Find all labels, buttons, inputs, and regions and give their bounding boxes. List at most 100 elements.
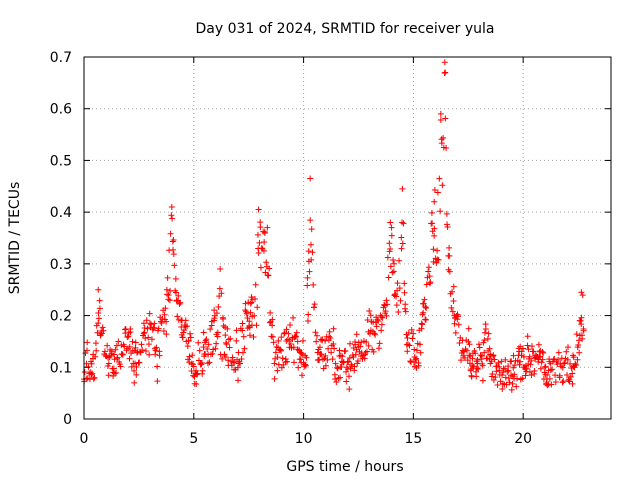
- data-point: [429, 220, 436, 227]
- data-point: [337, 352, 344, 359]
- data-point: [425, 268, 432, 275]
- data-point: [272, 349, 279, 356]
- data-point: [401, 280, 408, 287]
- data-point: [229, 354, 236, 361]
- data-point: [338, 363, 345, 370]
- data-point: [444, 224, 451, 231]
- data-point: [478, 356, 485, 363]
- data-point: [84, 339, 91, 346]
- data-point: [570, 354, 577, 361]
- data-point: [481, 329, 488, 336]
- data-point: [163, 331, 170, 338]
- data-point: [469, 362, 476, 369]
- data-point: [428, 209, 435, 216]
- data-point: [398, 234, 405, 241]
- chart-title: Day 031 of 2024, SRMTID for receiver yul…: [195, 21, 494, 37]
- data-point: [383, 297, 390, 304]
- data-point: [265, 272, 272, 279]
- data-point: [199, 367, 206, 374]
- data-point: [319, 356, 326, 363]
- data-point: [395, 308, 402, 315]
- data-point: [440, 134, 447, 141]
- data-point: [357, 343, 364, 350]
- data-point: [383, 312, 390, 319]
- data-point: [387, 245, 394, 252]
- data-point: [230, 359, 237, 366]
- data-point: [510, 364, 517, 371]
- data-point: [484, 335, 491, 342]
- data-point: [142, 348, 149, 354]
- data-point: [367, 312, 374, 319]
- data-point: [213, 340, 220, 347]
- data-point: [281, 329, 288, 336]
- data-point: [413, 355, 420, 362]
- data-point: [539, 356, 546, 363]
- data-point: [285, 330, 292, 337]
- data-point: [449, 308, 456, 315]
- data-point: [284, 358, 291, 365]
- data-point: [181, 327, 188, 334]
- data-point: [291, 334, 298, 341]
- data-point: [473, 373, 480, 380]
- data-point: [113, 369, 120, 376]
- data-point: [499, 380, 506, 387]
- data-point: [251, 295, 258, 302]
- data-point: [519, 345, 526, 352]
- data-point: [555, 356, 562, 363]
- data-point: [346, 373, 353, 380]
- data-point: [376, 340, 383, 347]
- data-point: [327, 334, 334, 341]
- data-point: [525, 346, 532, 353]
- data-point: [82, 350, 89, 357]
- data-point: [378, 327, 385, 334]
- data-point: [198, 360, 205, 367]
- data-point: [328, 349, 335, 356]
- data-point: [528, 357, 535, 364]
- data-point: [89, 370, 96, 377]
- data-point: [155, 325, 162, 332]
- data-point: [378, 321, 385, 328]
- data-point: [154, 378, 161, 385]
- data-point: [148, 336, 155, 343]
- data-point: [411, 354, 418, 361]
- x-axis-label: GPS time / hours: [286, 459, 403, 475]
- data-point: [287, 340, 294, 347]
- data-point: [536, 354, 543, 361]
- data-point: [195, 339, 202, 346]
- data-point: [217, 266, 224, 273]
- data-point: [517, 376, 524, 383]
- data-point: [365, 342, 372, 349]
- data-point: [143, 317, 150, 324]
- data-point: [546, 375, 553, 382]
- data-point: [283, 326, 290, 333]
- data-point: [336, 347, 343, 354]
- data-point: [462, 346, 469, 353]
- data-point: [564, 356, 571, 363]
- data-point: [227, 335, 234, 342]
- data-point: [239, 320, 246, 327]
- data-point: [297, 356, 304, 363]
- data-point: [400, 220, 407, 227]
- data-point: [325, 345, 332, 352]
- data-point: [575, 337, 582, 344]
- data-point: [411, 346, 418, 353]
- data-point: [158, 320, 165, 327]
- data-point: [214, 329, 221, 336]
- data-point: [518, 348, 525, 355]
- data-point: [173, 289, 180, 296]
- data-point: [111, 351, 118, 358]
- data-point: [145, 341, 152, 348]
- data-point: [456, 340, 463, 347]
- data-point: [331, 345, 338, 352]
- data-point: [190, 363, 197, 370]
- data-point: [200, 344, 207, 351]
- data-point: [152, 351, 159, 358]
- data-point: [495, 359, 502, 366]
- y-axis-label: SRMTID / TECUs: [7, 182, 23, 295]
- data-point: [112, 346, 119, 353]
- data-point: [275, 337, 282, 344]
- data-point: [450, 283, 457, 290]
- data-point: [193, 381, 200, 388]
- data-point: [399, 219, 406, 226]
